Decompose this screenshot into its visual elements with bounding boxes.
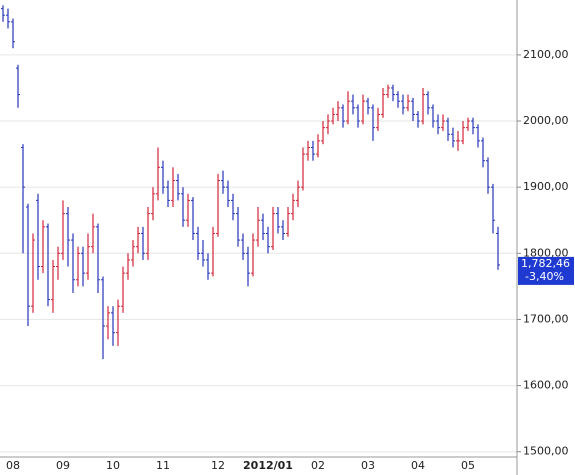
x-tick-label: 10 <box>106 459 120 472</box>
x-tick-label: 11 <box>156 459 170 472</box>
last-price-label: 1,782,46 <box>521 257 570 270</box>
last-change-label: -3,40% <box>525 270 564 283</box>
y-tick-label: 1800,00 <box>523 246 569 259</box>
y-tick-label: 2000,00 <box>523 114 569 127</box>
x-tick-label: 08 <box>6 459 20 472</box>
y-tick-label: 1700,00 <box>523 312 569 325</box>
x-tick-label: 05 <box>461 459 475 472</box>
y-tick-label: 2100,00 <box>523 48 569 61</box>
x-tick-label: 2012/01 <box>243 459 293 472</box>
last-price-box <box>518 256 574 285</box>
y-tick-label: 1500,00 <box>523 445 569 458</box>
y-tick-label: 1900,00 <box>523 180 569 193</box>
x-tick-label: 09 <box>56 459 70 472</box>
y-tick-label: 1600,00 <box>523 379 569 392</box>
x-tick-label: 04 <box>411 459 425 472</box>
x-tick-label: 02 <box>311 459 325 472</box>
x-tick-label: 12 <box>211 459 225 472</box>
x-tick-label: 03 <box>361 459 375 472</box>
